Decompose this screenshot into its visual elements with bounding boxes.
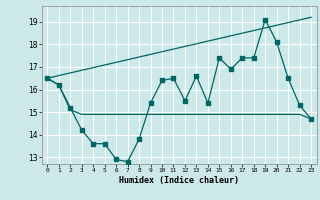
- X-axis label: Humidex (Indice chaleur): Humidex (Indice chaleur): [119, 176, 239, 185]
